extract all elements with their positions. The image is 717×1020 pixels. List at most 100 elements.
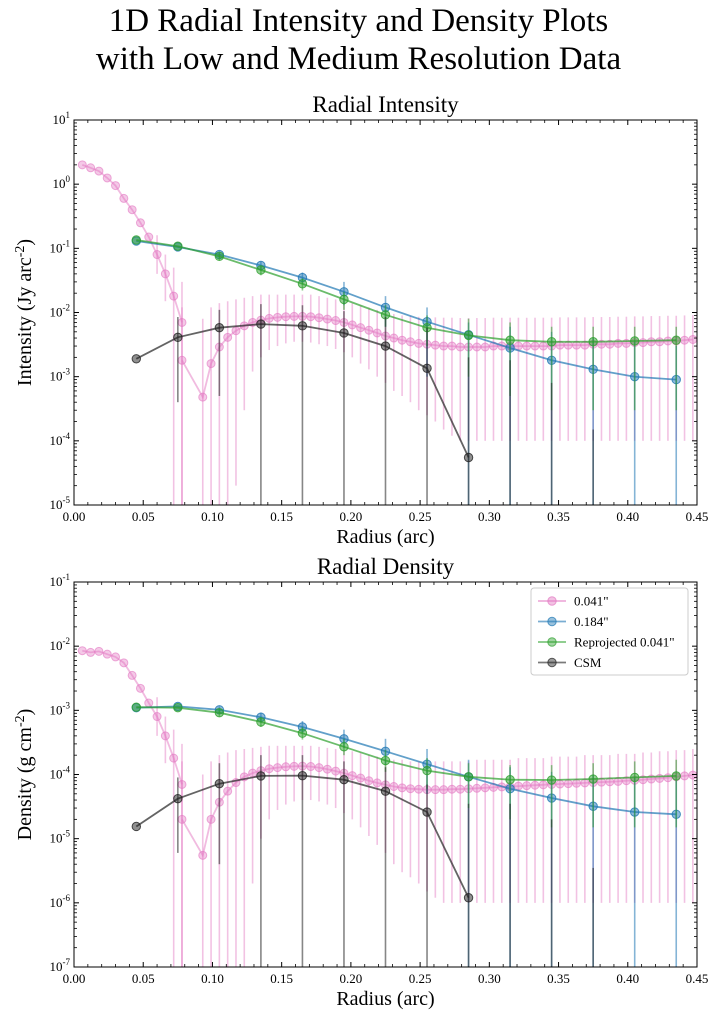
x-tick-label: 0.00 — [63, 971, 86, 986]
data-point — [463, 893, 474, 903]
data-point — [405, 337, 415, 347]
data-point — [306, 762, 316, 772]
series-line — [136, 705, 677, 816]
data-point — [273, 763, 283, 773]
series-reproj — [131, 702, 681, 828]
data-point — [680, 335, 690, 345]
x-tick-label: 0.00 — [63, 509, 86, 524]
series-0.184 — [131, 701, 681, 967]
data-point — [430, 785, 440, 795]
data-point — [86, 647, 96, 657]
data-point — [347, 771, 357, 781]
data-point — [248, 768, 258, 778]
x-tick-label: 0.10 — [201, 971, 224, 986]
data-point — [356, 323, 366, 333]
data-point — [339, 328, 349, 338]
data-point — [111, 181, 121, 191]
data-point — [646, 337, 656, 347]
chart-panel-2: Radial Density 0.00 0.05 0.10 0.15 0.20 0.25 0.… — [13, 554, 709, 1010]
data-point — [160, 269, 170, 279]
data-point — [505, 335, 515, 345]
data-point — [347, 320, 357, 330]
data-point — [264, 764, 274, 774]
y-axis-label: Intensity (Jy arc-2) — [13, 239, 37, 386]
series-line — [181, 315, 693, 400]
data-point — [131, 235, 142, 245]
data-point — [119, 658, 129, 668]
data-point — [422, 807, 432, 817]
legend-label: Reprojected 0.041" — [574, 635, 675, 650]
plot-area — [77, 160, 697, 505]
data-point — [144, 232, 154, 242]
data-point — [273, 312, 283, 322]
data-point — [102, 649, 112, 659]
data-point — [364, 325, 374, 335]
legend-item-0.041: 0.041" — [538, 594, 609, 609]
x-tick-label: 0.40 — [616, 971, 639, 986]
data-point — [372, 778, 382, 788]
x-tick-label: 0.25 — [409, 971, 432, 986]
data-point — [102, 173, 112, 183]
data-point — [563, 779, 573, 789]
x-axis-label: Radius (arc) — [336, 988, 434, 1010]
data-point — [177, 355, 187, 365]
data-point — [455, 784, 465, 794]
data-point — [538, 780, 548, 790]
data-point — [131, 821, 142, 832]
data-point — [173, 332, 183, 343]
data-point — [322, 314, 332, 324]
data-point — [152, 712, 162, 722]
data-point — [356, 773, 366, 783]
data-point — [688, 334, 697, 344]
legend: 0.041" 0.184" Reprojected 0.041" CSM — [530, 587, 689, 676]
data-point — [306, 312, 316, 322]
data-point — [223, 786, 233, 796]
data-point — [572, 778, 582, 788]
legend-marker — [547, 657, 557, 668]
y-tick-label: 10-2 — [50, 303, 71, 320]
data-point — [214, 251, 225, 262]
data-point — [630, 336, 640, 346]
data-point — [389, 333, 399, 343]
x-tick-label: 0.35 — [547, 509, 570, 524]
data-point — [127, 205, 137, 215]
y-axis-label: Density (g cm-2) — [13, 709, 37, 841]
data-point — [655, 337, 665, 347]
series-csm — [509, 360, 594, 505]
y-tick-label: 10-5 — [50, 495, 71, 512]
data-point — [463, 330, 474, 341]
legend-item-0.184: 0.184" — [538, 614, 609, 629]
data-point — [173, 793, 183, 804]
series-csm — [509, 803, 594, 967]
data-point — [322, 764, 332, 774]
data-point — [522, 781, 532, 791]
data-point — [77, 646, 87, 656]
plot-area — [77, 646, 697, 967]
y-tick-label: 101 — [53, 110, 71, 127]
data-point — [397, 335, 407, 345]
data-point — [214, 707, 225, 718]
data-point — [198, 850, 208, 860]
data-point — [289, 311, 299, 321]
data-point — [472, 783, 482, 793]
data-point — [339, 774, 349, 785]
data-point — [289, 761, 299, 771]
data-point — [389, 782, 399, 792]
series-line — [136, 240, 677, 381]
data-point — [297, 279, 308, 289]
x-tick-label: 0.35 — [547, 971, 570, 986]
data-point — [77, 160, 87, 170]
data-point — [177, 814, 187, 824]
data-point — [256, 717, 266, 727]
series-line — [136, 239, 677, 343]
data-point — [663, 773, 673, 783]
y-tick-label: 10-7 — [50, 957, 71, 974]
data-point — [380, 755, 391, 766]
legend-item-reproj: Reprojected 0.041" — [538, 635, 675, 650]
data-point — [135, 683, 145, 693]
y-tick-label: 10-3 — [50, 367, 71, 384]
figure-title-line-1: 1D Radial Intensity and Density Plots — [108, 3, 609, 39]
y-tick-label: 10-3 — [50, 700, 71, 717]
data-point — [256, 319, 266, 329]
data-point — [671, 771, 681, 781]
